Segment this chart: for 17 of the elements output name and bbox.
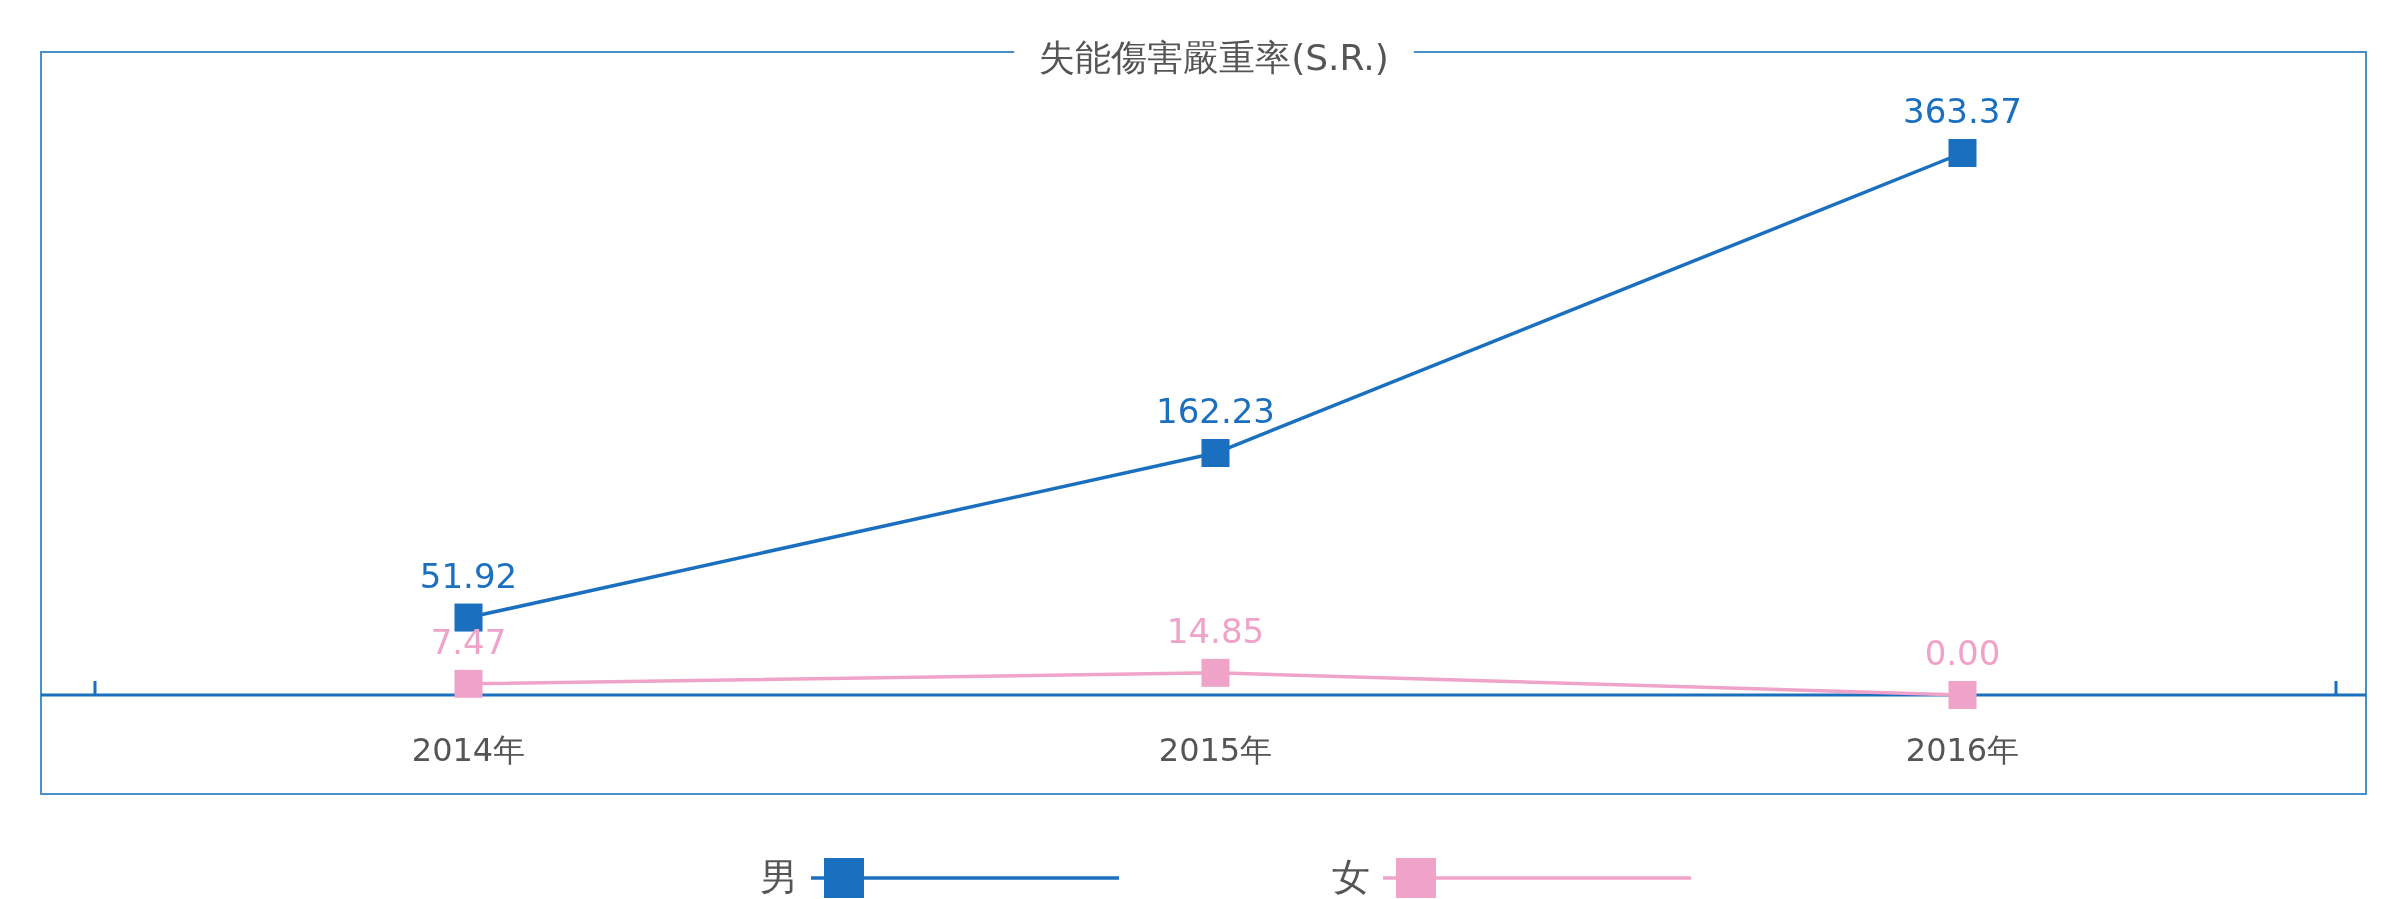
- legend-label: 女: [1332, 855, 1370, 899]
- data-label: 162.23: [1156, 391, 1275, 432]
- point: [1948, 139, 1977, 167]
- data-label: 0.00: [1924, 633, 2001, 673]
- point: [1201, 439, 1230, 468]
- point: [454, 669, 483, 698]
- x-tick-label: 2016年: [1905, 731, 2020, 769]
- data-label: 363.37: [1903, 91, 2022, 131]
- data-label: 51.92: [419, 555, 518, 596]
- point: [1948, 681, 1977, 709]
- x-tick-label: 2015年: [1158, 731, 1273, 769]
- x-tick-label: 2014年: [411, 731, 526, 769]
- legend-label: 男: [760, 855, 798, 899]
- data-label: 14.85: [1166, 610, 1265, 651]
- point: [1201, 658, 1230, 687]
- chart-title: 失能傷害嚴重率(S.R.): [1039, 37, 1389, 78]
- data-label: 7.47: [430, 621, 507, 662]
